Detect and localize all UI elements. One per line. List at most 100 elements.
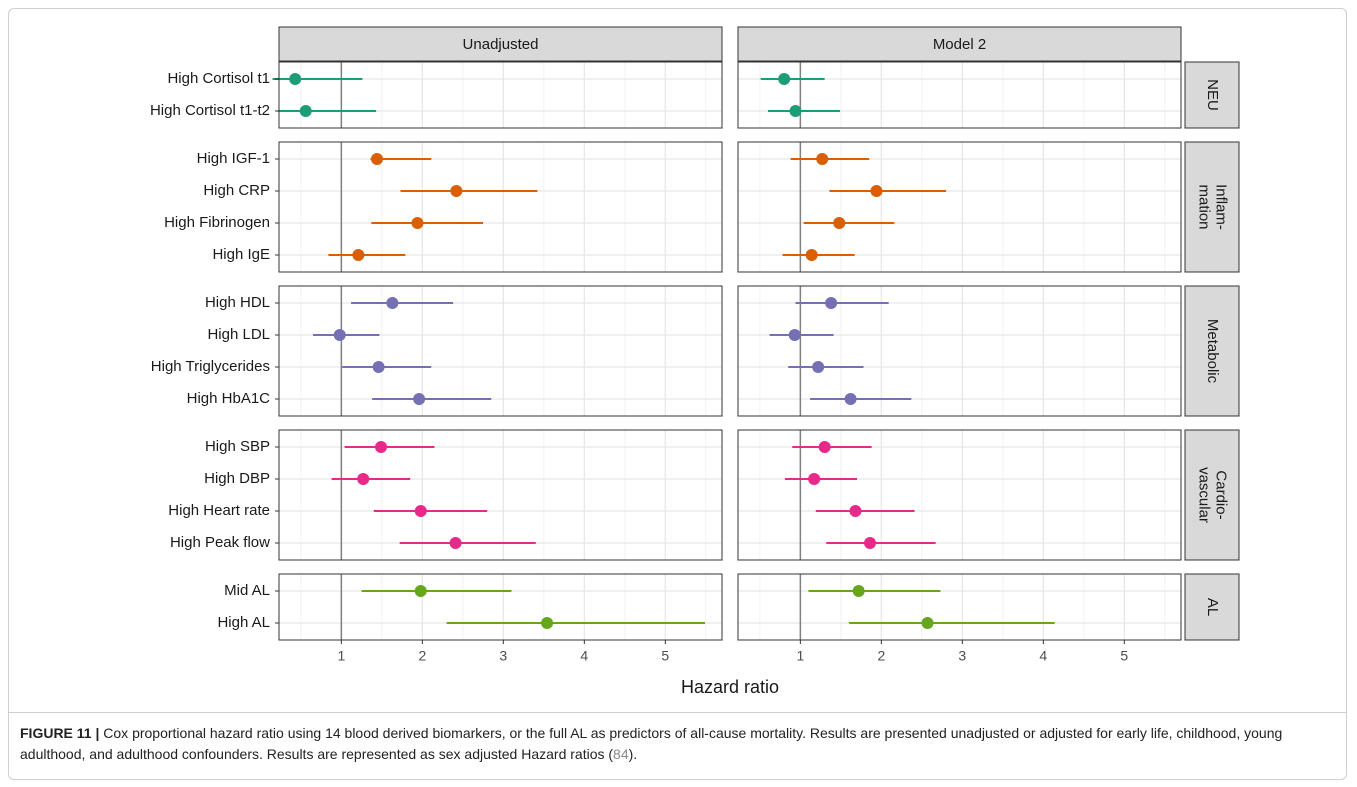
estimate-point [352,249,365,261]
group-label: AL [1204,598,1221,616]
panel-border [737,573,1182,641]
estimate-point [852,585,865,597]
panel-background [279,142,722,272]
group-label: Cardio-vascular [1196,467,1230,523]
group-label-line: AL [1204,598,1221,616]
estimate-point [921,617,934,629]
estimate-point [805,249,818,261]
caption-text: Cox proportional hazard ratio using 14 b… [20,725,1283,762]
panel-background [279,574,722,640]
caption: FIGURE 11 | Cox proportional hazard rati… [8,712,1347,765]
row-label: High Triglycerides [151,358,270,375]
estimate-point [411,217,424,229]
panel-background [738,574,1181,640]
row-label: High IGF-1 [197,150,270,167]
estimate-point [833,217,846,229]
x-tick-label: 2 [418,648,426,664]
panel-border [737,141,1182,273]
row-label: High IgE [212,246,270,263]
estimate-point [825,297,838,309]
estimate-point [844,393,857,405]
panel-title: Model 2 [933,36,986,53]
estimate-point [812,361,825,373]
estimate-point [333,329,346,341]
figure-frame [8,8,1347,780]
panel-strip [737,26,1182,62]
row-label: High Heart rate [168,502,270,519]
panel-border [737,429,1182,561]
estimate-point [449,537,462,549]
estimate-point [808,473,821,485]
row-label: High HDL [205,294,270,311]
panel-border [278,573,723,641]
panel-background [738,286,1181,416]
panel-border [278,61,723,129]
estimate-point [357,473,370,485]
x-tick-label: 5 [661,648,669,664]
caption-label: FIGURE 11 | [20,725,100,741]
estimate-point [299,105,312,117]
x-tick-label: 4 [580,648,588,664]
group-label-line: Metabolic [1204,319,1221,384]
row-label: High Fibrinogen [164,214,270,231]
estimate-point [370,153,383,165]
panel-background [279,286,722,416]
group-label: Metabolic [1204,319,1221,384]
group-label-line: mation [1196,184,1213,229]
estimate-point [849,505,862,517]
x-tick-label: 5 [1120,648,1128,664]
x-tick-label: 3 [499,648,507,664]
x-axis-title: Hazard ratio [681,677,779,697]
group-strip [1184,429,1240,561]
row-label: High HbA1C [187,390,271,407]
row-label: High SBP [205,438,270,455]
x-tick-label: 2 [877,648,885,664]
estimate-point [870,185,883,197]
estimate-point [788,329,801,341]
caption-end: ). [628,746,638,762]
panel-border [278,285,723,417]
row-label: Mid AL [224,582,270,599]
panel-background [738,62,1181,128]
estimate-point [414,585,427,597]
group-strip [1184,141,1240,273]
panel-border [278,141,723,273]
group-strip [1184,61,1240,129]
panel-title: Unadjusted [463,36,539,53]
row-label: High Cortisol t1 [167,70,270,87]
group-strip [1184,285,1240,417]
estimate-point [289,73,302,85]
group-label: Inflam-mation [1196,184,1230,230]
group-label-line: Cardio- [1213,470,1230,519]
estimate-point [450,185,463,197]
estimate-point [541,617,554,629]
panel-background [738,142,1181,272]
panel-background [738,430,1181,560]
row-label: High CRP [203,182,270,199]
row-label: High AL [217,614,270,631]
group-label: NEU [1204,79,1221,111]
estimate-point [413,393,426,405]
panel-background [279,62,722,128]
group-label-line: NEU [1204,79,1221,111]
estimate-point [818,441,831,453]
panel-strip [278,26,723,62]
estimate-point [375,441,388,453]
group-label-line: vascular [1196,467,1213,523]
x-tick-label: 4 [1039,648,1047,664]
chart: Unadjusted Model 2 High Cortisol t1 High Co… [150,26,1240,697]
estimate-point [778,73,791,85]
panel-border [278,429,723,561]
row-label: High Peak flow [170,534,270,551]
estimate-point [789,105,802,117]
x-tick-label: 1 [796,648,804,664]
group-label-line: Inflam- [1213,184,1230,230]
row-label: High LDL [207,326,270,343]
panel-border [737,285,1182,417]
estimate-point [816,153,829,165]
panel-border [737,61,1182,129]
estimate-point [386,297,399,309]
caption-ref[interactable]: 84 [613,746,629,762]
row-label: High Cortisol t1-t2 [150,102,270,119]
estimate-point [864,537,877,549]
